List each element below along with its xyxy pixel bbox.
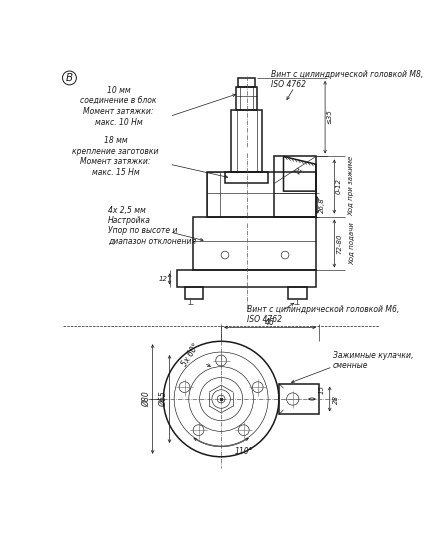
Text: 46: 46 [265, 318, 275, 327]
Text: 0-12: 0-12 [336, 178, 342, 194]
Bar [236, 87, 257, 111]
Text: Ø80: Ø80 [142, 391, 151, 407]
Bar [185, 287, 204, 299]
Text: 15: 15 [318, 386, 324, 394]
Bar [238, 78, 255, 87]
Text: 110°: 110° [235, 447, 253, 456]
Text: Зажимные кулачки,
сменные: Зажимные кулачки, сменные [333, 351, 413, 370]
Text: ≤35: ≤35 [327, 109, 333, 124]
Text: 28: 28 [333, 395, 339, 404]
Text: 12: 12 [159, 276, 168, 282]
Bar [207, 172, 220, 217]
Bar [193, 217, 316, 270]
Bar [288, 287, 307, 299]
Text: 21: 21 [293, 167, 303, 177]
Text: 4х 2,5 мм
Настройка
Упор по высоте и
диапазон отклонения: 4х 2,5 мм Настройка Упор по высоте и диа… [108, 206, 196, 246]
Text: 18 мм
крепление заготовки
Момент затяжки:
макс. 15 Нм: 18 мм крепление заготовки Момент затяжки… [72, 136, 159, 177]
Text: Ход подачи: Ход подачи [348, 222, 354, 265]
Text: Винт с цилиндрической головкой М8,
ISO 4762: Винт с цилиндрической головкой М8, ISO 4… [271, 70, 423, 89]
Text: Винт с цилиндрической головкой М6,
ISO 4762: Винт с цилиндрической головкой М6, ISO 4… [246, 304, 399, 324]
Text: Ход при зажиме: Ход при зажиме [348, 155, 354, 216]
Text: 26,8: 26,8 [319, 197, 325, 213]
Bar [279, 383, 319, 414]
Text: 10 мм
соединение в блок
Момент затяжки:
макс. 10 Нм: 10 мм соединение в блок Момент затяжки: … [81, 87, 157, 127]
Bar [274, 156, 316, 217]
Text: 72-80: 72-80 [336, 233, 342, 254]
Text: В: В [66, 73, 73, 83]
Text: Ø65: Ø65 [159, 391, 168, 407]
Bar [207, 172, 316, 217]
Bar [225, 172, 268, 184]
Text: 5х 60°: 5х 60° [180, 342, 201, 368]
Bar [231, 111, 262, 172]
Bar [177, 270, 316, 287]
